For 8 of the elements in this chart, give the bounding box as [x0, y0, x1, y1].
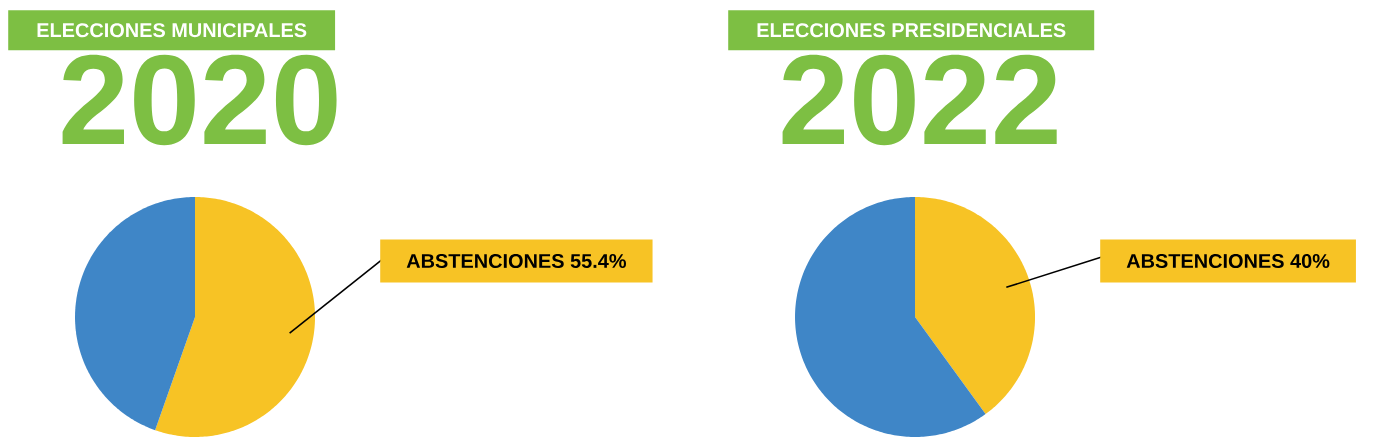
data-label: 40%: [1290, 253, 1330, 269]
chart-subtitle: 2020: [62, 54, 337, 146]
slice-label: ABSTENCIONES: [406, 253, 564, 269]
chart-title: ELECCIONES PRESIDENCIALES: [757, 23, 1066, 38]
data-label: 55.4%: [570, 253, 627, 269]
chart-title: ELECCIONES MUNICIPALES: [37, 23, 307, 38]
chart-subtitle: 2022: [782, 54, 1057, 146]
slice-label: ABSTENCIONES: [1126, 253, 1284, 269]
